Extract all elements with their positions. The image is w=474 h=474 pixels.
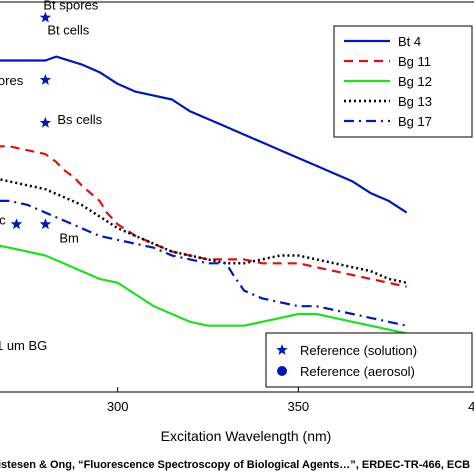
series-line-bg-12: [0, 244, 407, 335]
ticks-layer: 250300350400: [107, 387, 474, 414]
marker-legend: Reference (solution) Reference (aerosol): [265, 332, 473, 388]
marker-legend-symbol-star: [276, 344, 288, 355]
legend-label-bg-17: Bg 17: [398, 114, 432, 129]
x-tick-label-350: 350: [287, 399, 309, 414]
marker-legend-symbol-circle: [277, 366, 287, 376]
point-marker-bt-spores: [39, 11, 52, 23]
marker-legend-box: [265, 332, 473, 388]
series-line-bg-11: [0, 145, 407, 288]
series-line-bg-17: [0, 199, 407, 327]
point-marker-bs-cells: [39, 116, 52, 128]
point-label-bc: Bc: [0, 212, 6, 227]
point-label-bt-cells: Bt cells: [47, 23, 89, 38]
marker-legend-label-circle: Reference (aerosol): [300, 364, 415, 379]
point-label-1-um-bg: 1 um BG: [0, 338, 47, 353]
point-marker-bc: [10, 218, 23, 230]
point-label-bs-spores: Bs spores: [0, 73, 24, 88]
caption: istesen & Ong, “Fluorescence Spectroscop…: [0, 459, 470, 471]
legend-label-bg-11: Bg 11: [398, 54, 431, 69]
series-line-bt-4: [0, 55, 408, 214]
x-tick-label-400: 400: [468, 399, 474, 414]
point-label-bm: Bm: [59, 230, 79, 245]
marker-legend-label-star: Reference (solution): [300, 343, 417, 358]
series-line-bg-13: [0, 178, 407, 285]
points-layer: Bt spores Bt cells Bs spores Bs cells Bc Bm 1 …: [0, 0, 103, 353]
x-tick-label-300: 300: [107, 399, 129, 414]
point-marker-bs-spores: [39, 74, 52, 85]
legend: Bt 4 Bg 11 Bg 12 Bg 13 Bg 17: [333, 25, 473, 138]
x-axis-label: Excitation Wavelength (nm): [161, 428, 332, 444]
point-marker-bm: [39, 218, 52, 230]
point-label-bs-cells: Bs cells: [57, 112, 102, 127]
series-layer: [0, 55, 408, 335]
legend-label-bg-13: Bg 13: [398, 94, 432, 109]
point-label-bt-spores: Bt spores: [43, 0, 98, 13]
legend-label-bt-4: Bt 4: [398, 34, 421, 49]
legend-label-bg-12: Bg 12: [398, 74, 432, 89]
axes: [0, 1, 474, 393]
